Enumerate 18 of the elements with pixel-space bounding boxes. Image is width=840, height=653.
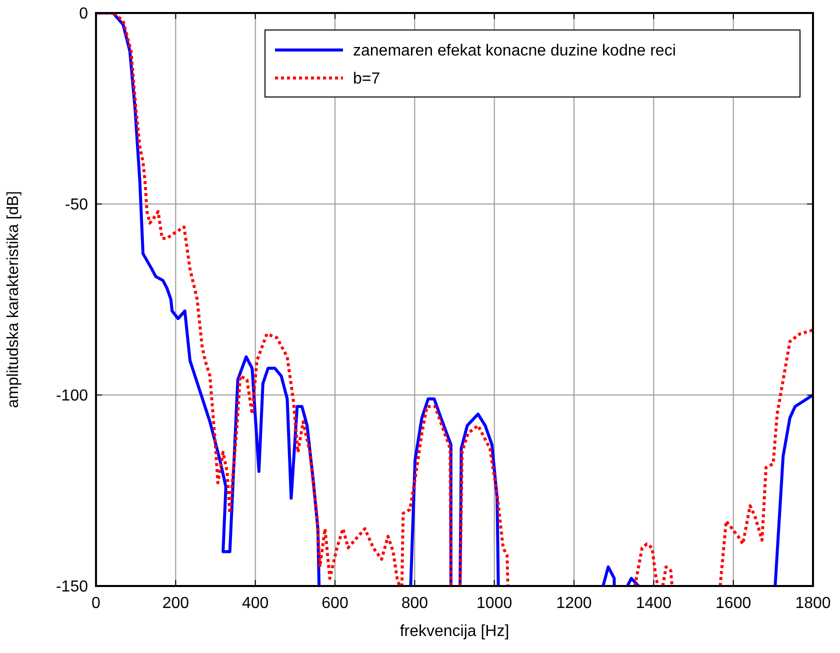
y-tick-label: -50 bbox=[64, 196, 88, 214]
y-tick-label: -100 bbox=[56, 388, 88, 405]
x-tick-label: 1200 bbox=[556, 595, 592, 612]
x-tick-label: 200 bbox=[162, 595, 190, 612]
x-tick-label: 600 bbox=[322, 595, 348, 612]
y-tick-label: 0 bbox=[79, 6, 88, 23]
x-tick-label: 1000 bbox=[476, 595, 512, 612]
x-axis-title: frekvencija [Hz] bbox=[400, 623, 510, 640]
x-tick-label: 400 bbox=[242, 595, 269, 612]
x-tick-label: 1800 bbox=[795, 595, 831, 612]
x-tick-label: 1400 bbox=[636, 595, 672, 612]
x-tick-label: 800 bbox=[401, 595, 428, 612]
y-axis-title: amplitudska karakteristika [dB] bbox=[5, 191, 22, 408]
legend-label: zanemaren efekat konacne duzine kodne reci bbox=[353, 42, 676, 60]
legend-label: b=7 bbox=[353, 70, 380, 88]
y-tick-label: -150 bbox=[56, 578, 88, 596]
x-tick-label: 1600 bbox=[716, 595, 752, 612]
x-tick-label: 0 bbox=[92, 595, 101, 612]
